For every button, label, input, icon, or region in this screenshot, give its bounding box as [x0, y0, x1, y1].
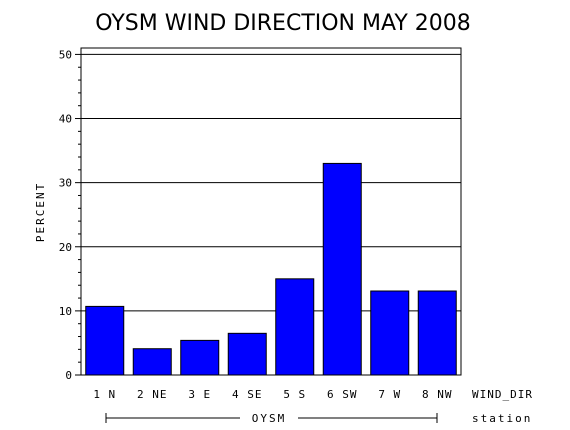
y-tick-label: 50	[59, 48, 72, 61]
y-tick-label: 30	[59, 177, 72, 190]
bar	[132, 348, 172, 376]
bar	[85, 305, 125, 376]
x-category-label: 2 NE	[137, 388, 168, 401]
grid-lines	[81, 53, 461, 312]
bar	[417, 290, 457, 376]
x-axis-label: WIND_DIR	[472, 388, 533, 401]
x-category-label: 3 E	[188, 388, 211, 401]
y-tick-label: 10	[59, 305, 72, 318]
bar	[370, 290, 410, 376]
chart-title: OYSM WIND DIRECTION MAY 2008	[95, 11, 471, 36]
x-category-label: 8 NW	[422, 388, 453, 401]
bars	[85, 162, 457, 376]
x-category-label: 1 N	[93, 388, 116, 401]
y-tick-label: 0	[65, 369, 72, 382]
group-bracket: OYSM	[105, 412, 438, 425]
group-axis-label: station	[472, 412, 532, 425]
y-axis-label: PERCENT	[34, 182, 47, 242]
x-category-label: 4 SE	[232, 388, 263, 401]
x-axis-category-labels: 1 N 2 NE 3 E 4 SE 5 S 6 SW 7 W 8 NW	[93, 388, 453, 401]
bar	[180, 339, 220, 376]
y-axis-ticks: 0 10 20 30 40 50	[59, 48, 81, 382]
x-category-label: 5 S	[283, 388, 306, 401]
x-category-label: 7 W	[378, 388, 401, 401]
bar	[227, 332, 267, 376]
x-category-label: 6 SW	[327, 388, 358, 401]
bar	[275, 278, 315, 376]
group-name-label: OYSM	[252, 412, 287, 425]
y-tick-label: 20	[59, 241, 72, 254]
bar	[322, 162, 362, 376]
y-tick-label: 40	[59, 113, 72, 126]
plot-frame	[80, 47, 462, 376]
